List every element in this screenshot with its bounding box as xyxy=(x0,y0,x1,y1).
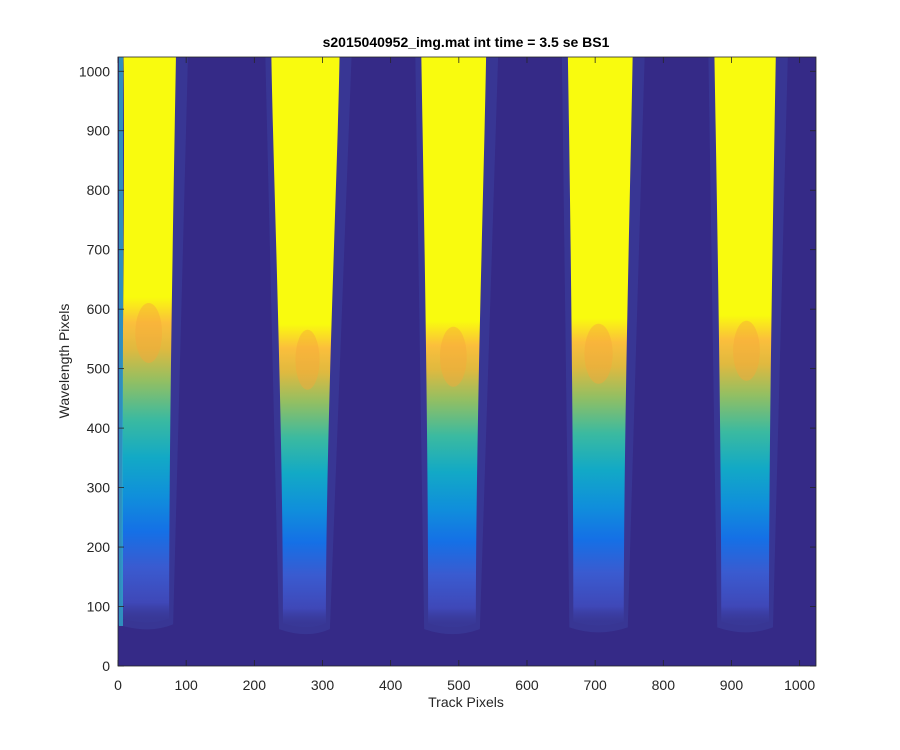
intensity-band-5 xyxy=(714,57,776,626)
band-glow-2 xyxy=(295,329,320,390)
band-glow-5 xyxy=(733,320,760,381)
x-tick-label-600: 600 xyxy=(515,677,539,693)
intensity-band-2 xyxy=(271,57,340,628)
y-tick-label-700: 700 xyxy=(87,242,111,258)
x-axis-label: Track Pixels xyxy=(428,694,504,710)
x-tick-label-1000: 1000 xyxy=(784,677,815,693)
y-axis-label: Wavelength Pixels xyxy=(56,304,72,419)
y-tick-label-900: 900 xyxy=(87,123,111,139)
y-tick-label-800: 800 xyxy=(87,182,111,198)
y-tick-label-200: 200 xyxy=(87,539,111,555)
y-tick-label-600: 600 xyxy=(87,301,111,317)
x-tick-label-100: 100 xyxy=(174,677,198,693)
y-tick-label-1000: 1000 xyxy=(79,63,110,79)
chart-title: s2015040952_img.mat int time = 3.5 se BS… xyxy=(323,34,610,50)
y-tick-label-500: 500 xyxy=(87,361,111,377)
ticks-layer: 0 100 200 300 400 500 600 700 800 900 1000 0 100 200 3… xyxy=(79,57,816,693)
band-glow-3 xyxy=(440,326,467,387)
x-tick-label-500: 500 xyxy=(447,677,471,693)
y-tick-label-300: 300 xyxy=(87,480,111,496)
band-glow-1 xyxy=(135,302,163,363)
x-tick-label-900: 900 xyxy=(720,677,744,693)
x-tick-label-300: 300 xyxy=(311,677,335,693)
intensity-band-1 xyxy=(121,57,176,623)
x-tick-label-700: 700 xyxy=(583,677,607,693)
x-tick-label-800: 800 xyxy=(652,677,676,693)
left-edge-stripe xyxy=(119,57,123,626)
y-tick-label-400: 400 xyxy=(87,420,111,436)
x-tick-label-400: 400 xyxy=(379,677,403,693)
intensity-band-4 xyxy=(567,57,633,626)
y-tick-label-100: 100 xyxy=(87,599,111,615)
x-tick-label-0: 0 xyxy=(114,677,122,693)
bands-layer xyxy=(118,57,788,635)
band-glow-4 xyxy=(584,323,613,384)
y-tick-label-0: 0 xyxy=(102,658,110,674)
x-tick-label-200: 200 xyxy=(243,677,267,693)
plot-frame xyxy=(117,56,817,667)
intensity-band-3 xyxy=(421,57,487,628)
